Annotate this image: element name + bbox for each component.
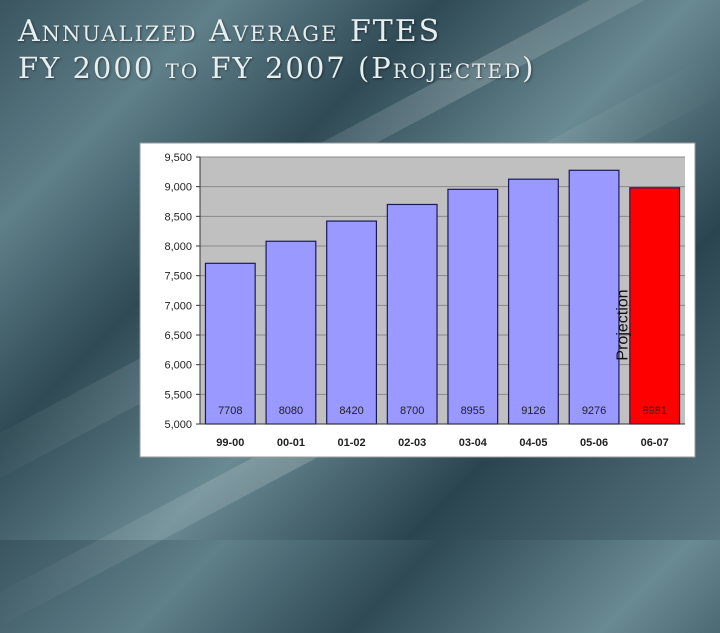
y-tick-label: 7,500 bbox=[164, 271, 192, 283]
y-tick-label: 8,500 bbox=[164, 211, 192, 223]
x-tick-label: 04-05 bbox=[519, 437, 547, 449]
y-tick-label: 6,500 bbox=[164, 330, 192, 342]
projection-annotation: Projection bbox=[615, 289, 632, 360]
bar-value-label: 9126 bbox=[521, 405, 545, 417]
x-tick-label: 00-01 bbox=[277, 437, 305, 449]
bar-value-label: 8981 bbox=[642, 405, 666, 417]
bar bbox=[447, 188, 499, 425]
bar bbox=[204, 262, 256, 425]
bar-value-label: 8955 bbox=[461, 405, 485, 417]
bar-value-label: 8080 bbox=[279, 405, 303, 417]
annotations: Projection bbox=[615, 289, 632, 360]
bar bbox=[507, 178, 559, 425]
x-tick-label: 02-03 bbox=[398, 437, 426, 449]
x-tick-label: 03-04 bbox=[459, 437, 488, 449]
slide-title-line2: FY 2000 to FY 2007 (Projected) bbox=[18, 50, 536, 85]
bar bbox=[265, 240, 317, 425]
y-tick-label: 6,000 bbox=[164, 360, 192, 372]
y-axis: 5,000 5,500 6,000 6,500 7,000 7,500 8,000 8,500… bbox=[164, 152, 201, 431]
y-tick-label: 5,500 bbox=[164, 389, 192, 401]
bar bbox=[568, 169, 620, 425]
bar-value-label: 8700 bbox=[400, 405, 424, 417]
bar-value-label: 8420 bbox=[339, 405, 363, 417]
data-labels: 7708 8080 8420 8700 8955 9126 9276 8981 bbox=[218, 405, 667, 417]
x-axis: 99-00 00-01 01-02 02-03 03-04 04-05 05-06 06-07 bbox=[200, 423, 685, 449]
bar-projected bbox=[629, 187, 681, 425]
slide-title-line1: Annualized Average FTES bbox=[18, 14, 442, 49]
bar-value-label: 7708 bbox=[218, 405, 242, 417]
y-tick-label: 7,000 bbox=[164, 300, 192, 312]
bar bbox=[386, 203, 438, 425]
bar-value-label: 9276 bbox=[582, 405, 606, 417]
x-tick-label: 06-07 bbox=[641, 437, 669, 449]
bar bbox=[326, 220, 378, 425]
bar-chart: 5,000 5,500 6,000 6,500 7,000 7,500 8,000 8,500… bbox=[139, 142, 696, 458]
x-tick-label: 01-02 bbox=[337, 437, 365, 449]
y-tick-label: 9,500 bbox=[164, 152, 192, 164]
bars bbox=[204, 169, 681, 425]
x-tick-label: 05-06 bbox=[580, 437, 608, 449]
y-tick-label: 5,000 bbox=[164, 419, 192, 431]
y-tick-label: 9,000 bbox=[164, 182, 192, 194]
slide-title: Annualized Average FTES FY 2000 to FY 20… bbox=[18, 14, 535, 86]
x-tick-label: 99-00 bbox=[216, 437, 244, 449]
y-tick-label: 8,000 bbox=[164, 241, 192, 253]
